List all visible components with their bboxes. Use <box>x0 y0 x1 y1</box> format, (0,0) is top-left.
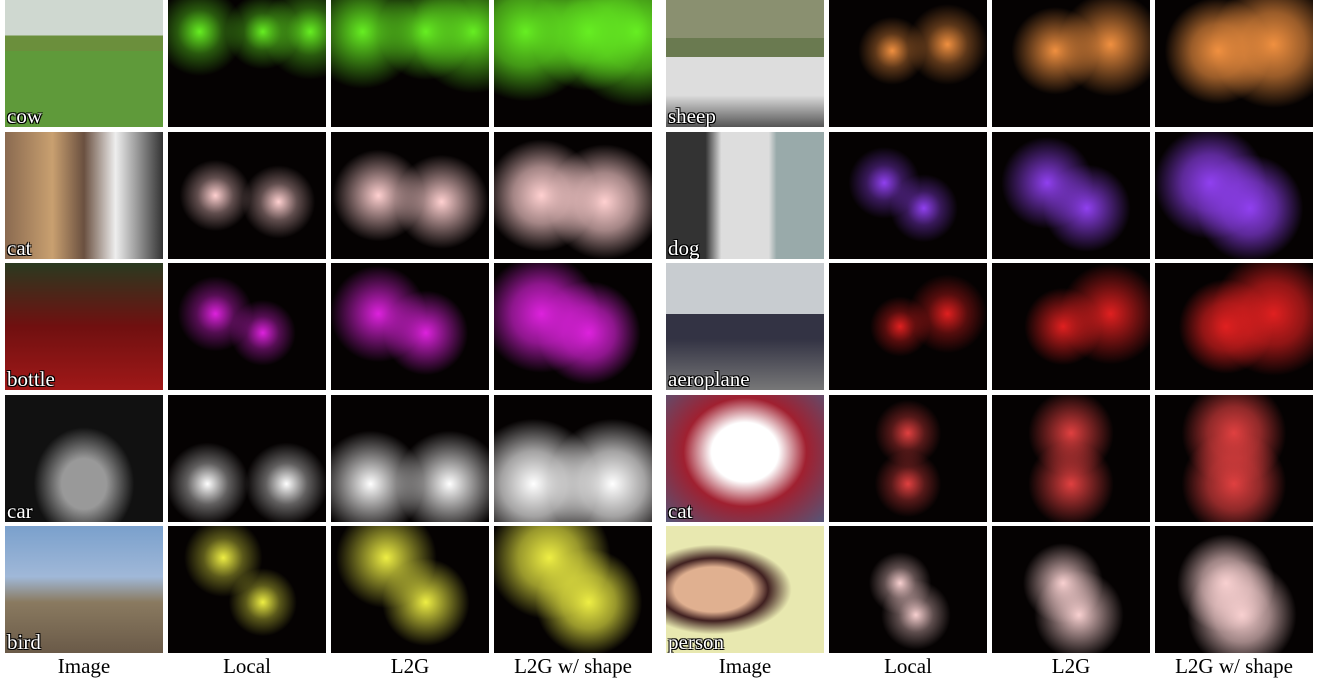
heatmap <box>168 395 326 522</box>
column-label: Local <box>829 654 987 678</box>
heatmap <box>1155 263 1313 390</box>
class-label: cow <box>7 106 42 127</box>
class-label: bird <box>7 632 41 653</box>
column-label: L2G <box>331 654 489 678</box>
column-label: L2G w/ shape <box>494 654 652 678</box>
image: cat <box>666 395 824 522</box>
column-label: Image <box>5 654 163 678</box>
image: sheep <box>666 0 824 127</box>
image: person <box>666 526 824 653</box>
image: bottle <box>5 263 163 390</box>
heatmap <box>494 263 652 390</box>
image: aeroplane <box>666 263 824 390</box>
image: dog <box>666 132 824 259</box>
heatmap <box>829 526 987 653</box>
class-label: dog <box>668 238 700 259</box>
image: cow <box>5 0 163 127</box>
heatmap <box>331 0 489 127</box>
heatmap <box>331 526 489 653</box>
heatmap <box>331 395 489 522</box>
image: cat <box>5 132 163 259</box>
heatmap <box>1155 0 1313 127</box>
heatmap <box>168 263 326 390</box>
class-label: cat <box>668 501 692 522</box>
heatmap <box>992 395 1150 522</box>
heatmap <box>494 0 652 127</box>
heatmap <box>829 132 987 259</box>
heatmap <box>829 263 987 390</box>
heatmap <box>992 526 1150 653</box>
image: car <box>5 395 163 522</box>
heatmap <box>494 395 652 522</box>
column-label: L2G w/ shape <box>1155 654 1313 678</box>
class-label: aeroplane <box>668 369 750 390</box>
heatmap <box>494 526 652 653</box>
heatmap <box>992 263 1150 390</box>
heatmap <box>494 132 652 259</box>
heatmap <box>331 263 489 390</box>
heatmap <box>168 132 326 259</box>
class-label: cat <box>7 238 31 259</box>
heatmap <box>168 0 326 127</box>
heatmap <box>1155 132 1313 259</box>
column-label: Local <box>168 654 326 678</box>
heatmap <box>331 132 489 259</box>
image: bird <box>5 526 163 653</box>
heatmap <box>1155 526 1313 653</box>
class-label: person <box>668 632 724 653</box>
class-label: bottle <box>7 369 55 390</box>
heatmap <box>168 526 326 653</box>
heatmap <box>1155 395 1313 522</box>
column-label: L2G <box>992 654 1150 678</box>
heatmap <box>829 395 987 522</box>
figure: cowcatbottlecarbirdImageLocalL2GL2G w/ s… <box>0 0 1320 678</box>
heatmap <box>992 132 1150 259</box>
column-label: Image <box>666 654 824 678</box>
heatmap <box>829 0 987 127</box>
heatmap <box>992 0 1150 127</box>
class-label: car <box>7 501 33 522</box>
class-label: sheep <box>668 106 716 127</box>
